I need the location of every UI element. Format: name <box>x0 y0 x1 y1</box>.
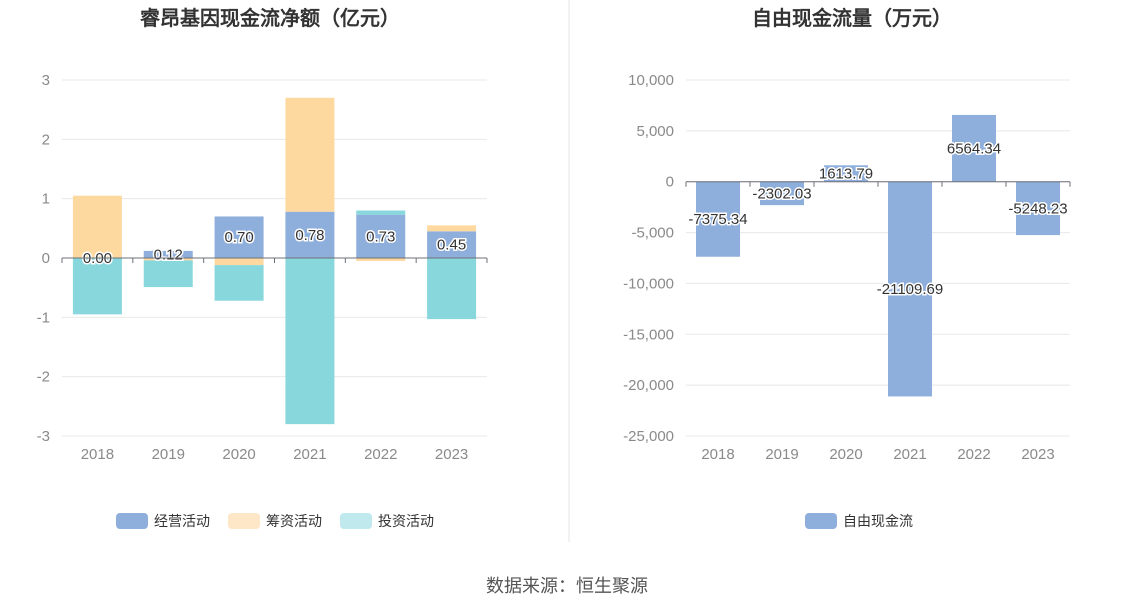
data-label: -5248.23 <box>1008 200 1067 217</box>
bar-投资活动[interactable] <box>356 210 406 215</box>
data-label: -21109.69 <box>877 281 943 298</box>
bar-自由现金流[interactable] <box>824 165 868 182</box>
right-chart-title: 自由现金流量（万元） <box>752 6 952 30</box>
data-label: 0.12 <box>154 246 183 263</box>
y-tick-label: -15,000 <box>623 326 674 343</box>
bar-投资活动[interactable] <box>72 258 122 315</box>
y-tick-label: 1 <box>42 191 50 208</box>
data-label: 0.70 <box>224 229 253 246</box>
bar-自由现金流[interactable] <box>1016 181 1060 236</box>
y-tick-label: 0 <box>42 250 50 267</box>
legend-swatch[interactable] <box>228 513 260 529</box>
bar-投资活动[interactable] <box>427 258 477 320</box>
bar-自由现金流[interactable] <box>888 181 932 397</box>
bar-筹资活动[interactable] <box>143 258 193 261</box>
bar-筹资活动[interactable] <box>356 258 406 261</box>
x-tick-label: 2021 <box>293 446 326 463</box>
data-label: -7375.34 <box>688 211 747 228</box>
bar-自由现金流[interactable] <box>952 114 996 182</box>
data-label: 6564.34 <box>947 140 1001 157</box>
bar-投资活动[interactable] <box>214 265 264 301</box>
bar-经营活动[interactable] <box>214 216 264 258</box>
bar-投资活动[interactable] <box>285 258 335 425</box>
legend-swatch[interactable] <box>340 513 372 529</box>
bar-自由现金流[interactable] <box>696 181 740 257</box>
x-tick-label: 2018 <box>81 446 114 463</box>
data-label: 0.45 <box>437 237 466 254</box>
x-tick-label: 2020 <box>829 446 862 463</box>
bar-筹资活动[interactable] <box>427 225 477 232</box>
y-tick-label: 3 <box>42 72 50 89</box>
x-tick-label: 2020 <box>222 446 255 463</box>
x-tick-label: 2019 <box>765 446 798 463</box>
y-tick-label: -10,000 <box>623 275 674 292</box>
left-legend[interactable]: 经营活动 筹资活动 投资活动 <box>116 513 434 529</box>
x-tick-label: 2023 <box>435 446 468 463</box>
x-tick-label: 2023 <box>1021 446 1054 463</box>
legend-label[interactable]: 自由现金流 <box>843 513 913 529</box>
y-tick-label: -20,000 <box>623 377 674 394</box>
bar-筹资活动[interactable] <box>285 97 335 212</box>
legend-label[interactable]: 经营活动 <box>154 513 210 529</box>
y-tick-label: -2 <box>37 369 50 386</box>
x-tick-label: 2019 <box>152 446 185 463</box>
y-tick-label: 0 <box>666 174 674 191</box>
legend-label[interactable]: 筹资活动 <box>266 513 322 529</box>
x-tick-label: 2018 <box>701 446 734 463</box>
y-tick-label: -25,000 <box>623 428 674 445</box>
right-legend[interactable]: 自由现金流 <box>805 513 913 529</box>
data-label: 0.73 <box>366 228 395 245</box>
legend-label[interactable]: 投资活动 <box>378 513 434 529</box>
x-tick-label: 2021 <box>893 446 926 463</box>
y-tick-label: 10,000 <box>628 72 674 89</box>
legend-swatch[interactable] <box>116 513 148 529</box>
data-label: 0.78 <box>295 227 324 244</box>
bar-自由现金流[interactable] <box>760 181 804 206</box>
source-text: 数据来源：恒生聚源 <box>486 576 648 596</box>
y-tick-label: 5,000 <box>636 123 674 140</box>
right-chart-free-cash-flow: 自由现金流量（万元） -7375.34 -2302.03 1613.79 -21109… <box>623 6 1071 529</box>
x-tick-label: 2022 <box>957 446 990 463</box>
bar-筹资活动[interactable] <box>72 195 122 258</box>
bar-经营活动[interactable] <box>143 250 193 258</box>
bar-经营活动[interactable] <box>427 231 477 258</box>
y-tick-label: -1 <box>37 309 50 326</box>
bar-筹资活动[interactable] <box>214 258 264 266</box>
bar-经营活动[interactable] <box>285 211 335 258</box>
bar-投资活动[interactable] <box>143 260 193 288</box>
legend-swatch[interactable] <box>805 513 837 529</box>
x-tick-label: 2022 <box>364 446 397 463</box>
y-tick-label: -5,000 <box>631 225 674 242</box>
y-tick-label: -3 <box>37 428 50 445</box>
left-chart-title: 睿昂基因现金流净额（亿元） <box>140 6 400 30</box>
data-label: 1613.79 <box>819 166 873 183</box>
y-tick-label: 2 <box>42 131 50 148</box>
bar-经营活动[interactable] <box>356 214 406 258</box>
left-chart-cash-flow: 睿昂基因现金流净额（亿元） 0.00 0.120.70 0.78 0.73 0.45 3… <box>37 6 488 529</box>
data-label: -2302.03 <box>752 185 811 202</box>
